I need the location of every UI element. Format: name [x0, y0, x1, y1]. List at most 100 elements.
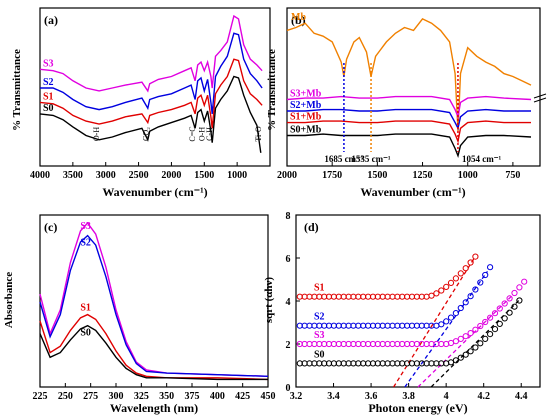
x-tick-label: 1500 [194, 170, 214, 181]
series-label-mb: Mb [291, 12, 306, 23]
x-tick-label: 275 [83, 391, 98, 402]
x-tick-label: 3500 [63, 170, 83, 181]
peak-annotation: Ti-O [254, 126, 263, 141]
data-point [462, 265, 469, 272]
x-tick-label: 4 [444, 391, 449, 402]
x-tick-label: 1750 [322, 170, 342, 181]
peak-annotation: C=C [188, 126, 197, 141]
peak-annotation: CO₂ [141, 127, 150, 141]
data-point [477, 340, 484, 347]
panel-a-frame [39, 7, 271, 167]
series-label-s3: S3 [43, 58, 54, 69]
data-point [511, 289, 518, 297]
data-point [482, 335, 489, 342]
panel-d-label: (d) [304, 220, 319, 234]
data-point [491, 310, 499, 317]
data-point [467, 330, 474, 337]
series-label-s2: S2 [80, 238, 91, 249]
peak-annotation: 1535 cm⁻¹ [351, 154, 390, 164]
peak-annotation: 1054 cm⁻¹ [462, 154, 501, 164]
data-point [472, 253, 479, 260]
panel-b-frame [286, 7, 541, 167]
x-tick-label: 250 [58, 391, 73, 402]
series-line-s2-mb [287, 108, 531, 131]
panel-a-label: (a) [44, 13, 58, 27]
data-point [487, 314, 494, 321]
data-point [457, 354, 464, 361]
panel-b-ylabel: % Transmittance [266, 49, 278, 131]
data-point [491, 326, 499, 333]
x-tick-label: 4.4 [515, 391, 528, 402]
x-tick-label: 3.4 [327, 391, 340, 402]
data-point [452, 275, 459, 282]
peak-annotation: O-H [92, 127, 101, 141]
series-label-s2: S2 [314, 312, 325, 323]
fit-line-s1 [393, 257, 475, 388]
x-tick-label: 425 [235, 391, 250, 402]
y-tick-label: 2 [286, 340, 291, 351]
series-line-s0-mb [287, 133, 532, 158]
x-tick-label: 1000 [458, 170, 478, 181]
data-point [438, 321, 445, 328]
data-point [482, 318, 489, 326]
series-line-s3 [39, 14, 263, 93]
data-point [438, 287, 445, 294]
series-label-s0: S0 [43, 103, 54, 114]
panel-c-xlabel: Wavelength (nm) [110, 401, 198, 415]
data-point [487, 264, 494, 271]
data-point [433, 290, 440, 297]
x-tick-label: 325 [134, 391, 149, 402]
panel-c-frame [39, 214, 269, 388]
data-point [428, 292, 435, 299]
x-tick-label: 1000 [227, 170, 247, 181]
data-point [506, 295, 513, 302]
series-line-s1 [39, 58, 263, 129]
data-point [472, 344, 479, 351]
series-s1 [296, 253, 479, 300]
series-label-s0: S0 [314, 349, 325, 360]
series-line-s1 [39, 313, 269, 381]
x-tick-label: 2000 [277, 170, 297, 181]
series-line-mb [286, 18, 532, 132]
panel-a-xlabel: Wavenumber (cm⁻¹) [102, 185, 207, 199]
x-tick-label: 4000 [30, 170, 50, 181]
data-point [467, 259, 474, 266]
series-s0 [296, 297, 523, 367]
data-point [447, 279, 455, 286]
data-point [467, 348, 474, 355]
panel-d-xlabel: Photon energy (eV) [368, 401, 467, 415]
data-point [462, 299, 469, 306]
series-line-s2 [39, 234, 269, 377]
data-point [501, 300, 508, 307]
data-point [516, 297, 523, 304]
x-tick-label: 1500 [367, 170, 387, 181]
data-point [457, 304, 464, 312]
series-s3 [296, 278, 528, 348]
series-label-s2: S2 [43, 77, 54, 88]
x-tick-label: 350 [159, 391, 174, 402]
data-point [462, 333, 469, 340]
x-tick-label: 3000 [96, 170, 116, 181]
series-line-s3 [39, 221, 269, 377]
data-point [501, 315, 508, 322]
y-tick-label: 6 [286, 254, 291, 265]
axis-break-mark [533, 93, 547, 99]
x-tick-label: 2000 [161, 170, 181, 181]
data-point [496, 320, 503, 327]
fit-line-s3 [417, 295, 513, 388]
y-tick-label: 8 [286, 211, 291, 222]
series-label-s3: S3 [314, 330, 325, 341]
series-line-s0 [39, 75, 262, 153]
data-point [477, 322, 484, 330]
data-point [472, 286, 479, 293]
series-line-s0 [39, 324, 268, 381]
x-tick-label: 225 [33, 391, 48, 402]
x-tick-label: 3.8 [402, 391, 415, 402]
x-tick-label: 450 [261, 391, 276, 402]
data-point [482, 271, 489, 279]
series-line-s1-mb [287, 120, 531, 144]
x-tick-label: 2500 [129, 170, 149, 181]
x-tick-label: 3.2 [290, 391, 303, 402]
series-label-s1: S1 [43, 91, 54, 102]
